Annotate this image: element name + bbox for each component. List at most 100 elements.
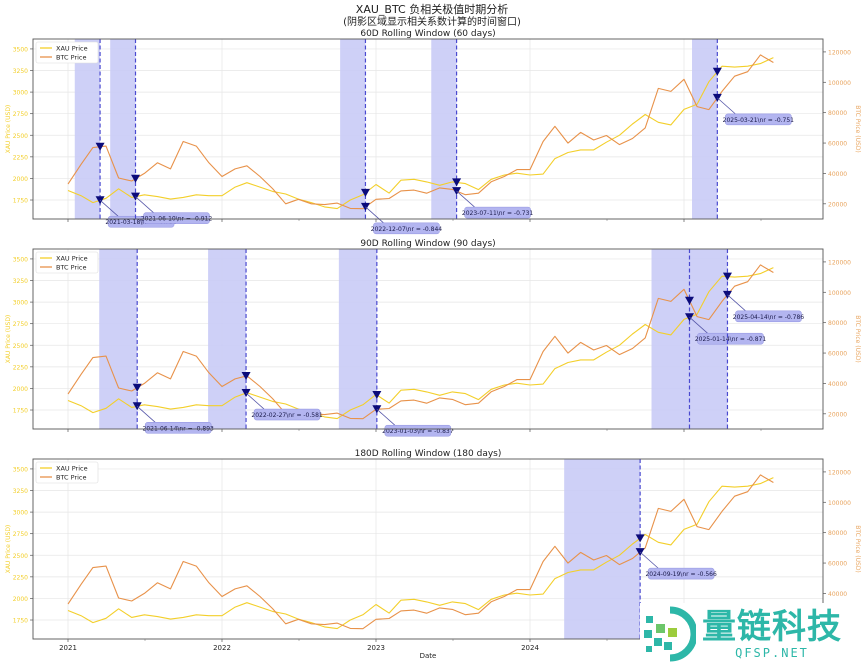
btc-marker [131,174,141,183]
plot-frame [32,248,824,430]
annotation-box [735,310,802,323]
right-tick-label: 40000 [828,381,847,388]
right-tick-label: 60000 [828,141,847,148]
correlation-window-shade [340,39,366,219]
annotation-box [253,408,321,421]
left-tick-label: 2750 [13,321,28,328]
right-tick-label: 60000 [828,561,847,568]
panel-90d: 90D Rolling Window (90 days) 1750 2000 2250… [5,239,861,437]
plot-frame [32,38,824,220]
panel-title: 90D Rolling Window (90 days) [360,239,495,249]
legend-label: XAU Price [56,45,88,53]
right-tick-label: 40000 [828,171,847,178]
left-tick-label: 2000 [13,176,28,183]
left-tick-label: 2750 [13,111,28,118]
annotation-arrow [245,392,265,410]
logo-icon [640,606,696,662]
panel-60d: 60D Rolling Window (60 days) 1750 2000 2250… [5,29,861,235]
left-axis-label: XAU Price (USD) [5,315,12,364]
right-axis-label: BTC Price (USD) [854,525,861,573]
annotation-label: 2024-09-19\nr = -0.566 [645,571,717,578]
annotation-arrow [689,316,708,334]
left-axis-label: XAU Price (USD) [5,105,12,154]
right-tick-label: 80000 [828,530,847,537]
right-tick-label: 20000 [828,411,847,418]
xau-price-line [67,477,774,630]
x-tick-label: 2024 [521,644,539,652]
annotation-label: 2025-04-14\nr = -0.786 [733,314,805,321]
right-axis-label: BTC Price (USD) [854,105,861,153]
annotation-arrow [456,190,475,208]
x-axis-label: Date [420,652,437,660]
legend-label: BTC Price [56,54,87,62]
correlation-window-shade [338,249,377,429]
annotation-box [647,567,715,580]
annotation-label: 2025-03-21\nr = -0.751 [723,117,795,124]
right-axis-label: BTC Price (USD) [854,315,861,363]
annotation-label: 2023-07-11\nr = -0.731 [462,210,534,217]
left-tick-label: 1750 [13,618,28,625]
left-tick-label: 2500 [13,343,28,350]
xau-price-line [67,57,774,210]
watermark-url: QFSP.NET [735,646,809,660]
legend-label: BTC Price [56,264,87,272]
xau-price-line [67,267,774,420]
annotation-box [697,332,764,345]
annotation-arrow [376,408,396,426]
annotation-arrow [99,199,119,217]
right-tick-label: 120000 [828,49,851,56]
correlation-window-shade [110,39,136,219]
correlation-window-shade [564,459,641,639]
left-tick-label: 2250 [13,154,28,161]
btc-marker [684,296,694,305]
left-axis-label: XAU Price (USD) [5,525,12,574]
annotation-arrow [365,206,384,224]
left-tick-label: 1750 [13,198,28,205]
right-tick-label: 40000 [828,591,847,598]
x-tick-label: 2021 [59,644,77,652]
correlation-window-shade [431,39,457,219]
left-tick-label: 3250 [13,278,28,285]
panel-title: 60D Rolling Window (60 days) [360,29,495,39]
left-tick-label: 2500 [13,553,28,560]
left-tick-label: 2250 [13,364,28,371]
left-tick-label: 3000 [13,510,28,517]
annotation-arrow [135,196,154,213]
annotation-box [464,206,531,219]
x-tick-label: 2022 [213,644,231,652]
xau-marker [372,391,382,400]
annotation-arrow [639,551,659,569]
legend-label: XAU Price [56,465,88,473]
btc-marker [241,372,251,381]
xau-marker [360,188,370,197]
left-tick-label: 2750 [13,531,28,538]
left-tick-label: 2250 [13,574,28,581]
right-tick-label: 100000 [828,500,851,507]
xau-marker [722,272,732,281]
legend-box [35,251,99,274]
correlation-window-shade [74,39,101,219]
panel-title: 180D Rolling Window (180 days) [355,449,502,459]
legend-box [35,41,99,64]
x-tick-label: 2023 [367,644,385,652]
left-tick-label: 3500 [13,256,28,263]
right-tick-label: 20000 [828,201,847,208]
figure-title: XAU_BTC 负相关极值时期分析 [356,2,508,16]
correlation-window-shade [208,249,247,429]
right-tick-label: 80000 [828,320,847,327]
watermark-text: 量链科技 [702,607,842,647]
btc-price-line [67,264,774,420]
left-tick-label: 1750 [13,408,28,415]
left-tick-label: 3500 [13,46,28,53]
legend-label: XAU Price [56,255,88,263]
annotation-box [144,422,212,434]
annotation-box [373,222,440,235]
right-tick-label: 80000 [828,110,847,117]
left-tick-label: 3250 [13,68,28,75]
btc-price-line [67,474,774,630]
right-tick-label: 100000 [828,290,851,297]
annotation-label: 2021-03-18\nr = -0.758 [105,219,177,226]
